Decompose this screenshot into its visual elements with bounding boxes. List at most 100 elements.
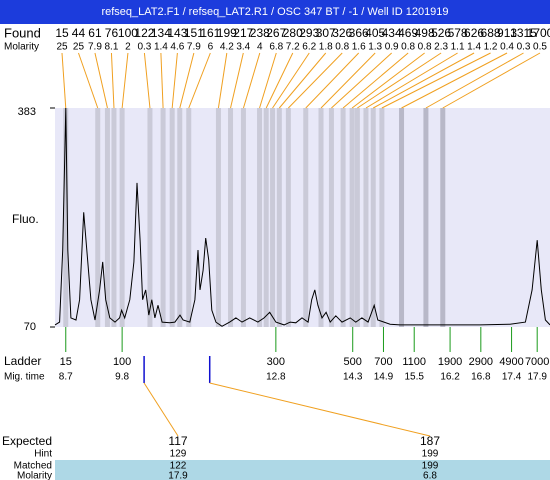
peak-band <box>270 108 276 327</box>
trace <box>54 107 550 327</box>
ladder-label: Ladder <box>4 354 41 368</box>
ladder-mig-time: 16.2 <box>440 372 460 383</box>
found-molarity: 0.4 <box>500 42 514 53</box>
peak-band <box>318 108 324 327</box>
found-size: 688 <box>481 26 501 40</box>
expected-matched: 122 <box>170 461 187 472</box>
expected-expected: 117 <box>168 434 187 448</box>
found-molarity: 4 <box>257 42 263 53</box>
peak-connector <box>110 52 115 109</box>
found-size: 143 <box>167 26 187 40</box>
peak-band <box>186 108 192 327</box>
peak-connector <box>381 52 491 109</box>
expected-hint: 129 <box>170 449 187 460</box>
peak-connector <box>121 52 129 109</box>
peak-connector <box>143 52 151 109</box>
peak-connector <box>217 52 228 109</box>
peak-band <box>228 108 234 327</box>
ladder-size: 7000 <box>525 356 549 368</box>
peak-band <box>276 108 282 327</box>
peak-band <box>104 108 110 327</box>
found-molarity: 1.4 <box>154 42 168 53</box>
peak-band <box>257 108 263 327</box>
peak-connector <box>61 52 67 109</box>
found-molarity: 6.2 <box>302 42 316 53</box>
found-size: 626 <box>464 26 484 40</box>
ladder-size: 300 <box>267 356 285 368</box>
peak-connector <box>357 52 442 109</box>
found-molarity: 0.3 <box>137 42 151 53</box>
found-size: 122 <box>134 26 154 40</box>
ladder-size: 1100 <box>402 356 426 368</box>
peak-connector <box>78 52 99 109</box>
peak-connector <box>259 52 277 109</box>
peak-connector <box>442 52 541 109</box>
peak-connector <box>242 52 261 109</box>
found-size: 434 <box>382 26 402 40</box>
found-size: 44 <box>72 26 86 40</box>
found-size: 1315 <box>510 26 537 40</box>
ladder-mig-time: 14.9 <box>374 372 394 383</box>
found-size: 76 <box>105 26 119 40</box>
found-molarity: 1.1 <box>451 42 465 53</box>
ladder-size: 500 <box>344 356 362 368</box>
found-molarity: 7.9 <box>187 42 201 53</box>
found-size: 151 <box>184 26 204 40</box>
peak-band <box>119 108 125 327</box>
found-molarity: 1.6 <box>352 42 366 53</box>
peak-band <box>240 108 246 327</box>
found-size: 469 <box>398 26 418 40</box>
peak-band <box>340 108 346 327</box>
peak-connector <box>188 52 211 109</box>
ladder-size: 15 <box>60 356 72 368</box>
found-molarity: 1.8 <box>319 42 333 53</box>
peak-connector <box>171 52 178 109</box>
found-size: 280 <box>283 26 303 40</box>
found-size: 307 <box>316 26 336 40</box>
found-molarity: 1.2 <box>484 42 498 53</box>
found-size: 161 <box>200 26 220 40</box>
ladder-mig-time: 16.8 <box>471 372 491 383</box>
ladder-mig-time: 12.8 <box>266 372 286 383</box>
ladder-mig-time: 17.9 <box>527 372 547 383</box>
found-size: 498 <box>415 26 435 40</box>
expected-row-label: Hint <box>34 449 52 460</box>
found-molarity: 7.9 <box>88 42 102 53</box>
found-molarity: 4.2 <box>220 42 234 53</box>
expected-row-label: Matched <box>14 461 52 472</box>
peak-connector <box>342 52 409 109</box>
title: refseq_LAT2.F1 / refseq_LAT2.R1 / OSC 34… <box>101 6 448 18</box>
peak-band <box>354 108 360 327</box>
peak-band <box>349 108 355 327</box>
found-size: 61 <box>88 26 102 40</box>
peak-band <box>423 108 429 327</box>
peak-connector <box>230 52 244 109</box>
peak-band <box>440 108 446 327</box>
peak-connector <box>351 52 425 109</box>
y-tick-label: 383 <box>18 106 36 118</box>
peak-band <box>370 108 376 327</box>
found-size: 100 <box>118 26 138 40</box>
plot-area <box>55 108 550 327</box>
expected-molarity: 6.8 <box>423 471 437 480</box>
found-molarity: 3.4 <box>236 42 250 53</box>
peak-band <box>379 108 385 327</box>
ladder-mig-time: 9.8 <box>115 372 129 383</box>
peak-band <box>303 108 309 327</box>
ladder-size: 2900 <box>469 356 493 368</box>
peak-band <box>363 108 369 327</box>
expected-row-label: Expected <box>2 434 52 448</box>
peak-band <box>63 108 69 327</box>
found-molarity: 25 <box>56 42 68 53</box>
found-molarity: 0.3 <box>517 42 531 53</box>
found-size: 913 <box>497 26 517 40</box>
peak-band <box>111 108 117 327</box>
peak-connector <box>278 52 327 109</box>
found-molarity: 2 <box>125 42 131 53</box>
mig-time-label: Mig. time <box>4 372 45 383</box>
expected-connector <box>209 382 431 437</box>
found-size: 238 <box>250 26 270 40</box>
found-label: Found <box>4 25 41 40</box>
peak-connector <box>373 52 475 109</box>
